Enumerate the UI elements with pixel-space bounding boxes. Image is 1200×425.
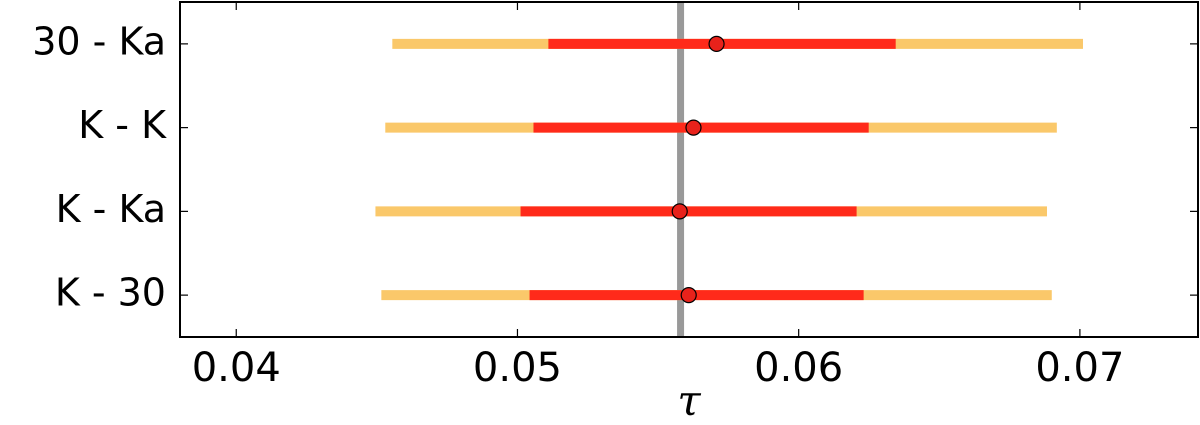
plot-frame: [179, 1, 1199, 338]
point: [685, 119, 702, 136]
y-tick-label: K - K: [78, 103, 167, 147]
point: [671, 203, 688, 220]
x-tick-label: 0.04: [192, 345, 281, 391]
x-tick-label: 0.05: [473, 345, 562, 391]
y-tick-label: K - 30: [55, 271, 166, 315]
x-tick-label: 0.06: [754, 345, 843, 391]
y-tick-label: 30 - Ka: [32, 19, 166, 63]
y-tick-label: K - Ka: [56, 187, 166, 231]
x-axis-label: τ: [677, 376, 701, 425]
point: [680, 287, 697, 304]
x-tick-label: 0.07: [1035, 345, 1124, 391]
point: [708, 35, 725, 52]
